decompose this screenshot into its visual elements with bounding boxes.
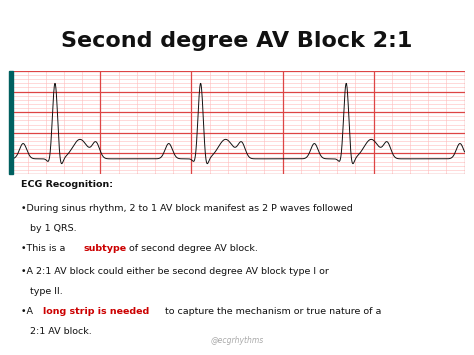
Text: subtype: subtype	[83, 244, 127, 253]
Text: of second degree AV block.: of second degree AV block.	[127, 244, 258, 253]
Text: to capture the mechanism or true nature of a: to capture the mechanism or true nature …	[162, 307, 381, 316]
Text: long strip is needed: long strip is needed	[43, 307, 149, 316]
Text: @ecgrhythms: @ecgrhythms	[210, 336, 264, 345]
Text: Second degree AV Block 2:1: Second degree AV Block 2:1	[61, 31, 413, 51]
Text: by 1 QRS.: by 1 QRS.	[30, 224, 77, 233]
Text: •A: •A	[21, 307, 36, 316]
Text: ECG Recognition:: ECG Recognition:	[21, 180, 113, 190]
Text: •A 2:1 AV block could either be second degree AV block type I or: •A 2:1 AV block could either be second d…	[21, 267, 329, 276]
Bar	[9, 71, 13, 174]
Text: •This is a: •This is a	[21, 244, 68, 253]
Text: type II.: type II.	[30, 287, 63, 296]
Text: 2:1 AV block.: 2:1 AV block.	[30, 327, 91, 336]
Text: •During sinus rhythm, 2 to 1 AV block manifest as 2 P waves followed: •During sinus rhythm, 2 to 1 AV block ma…	[21, 204, 353, 213]
